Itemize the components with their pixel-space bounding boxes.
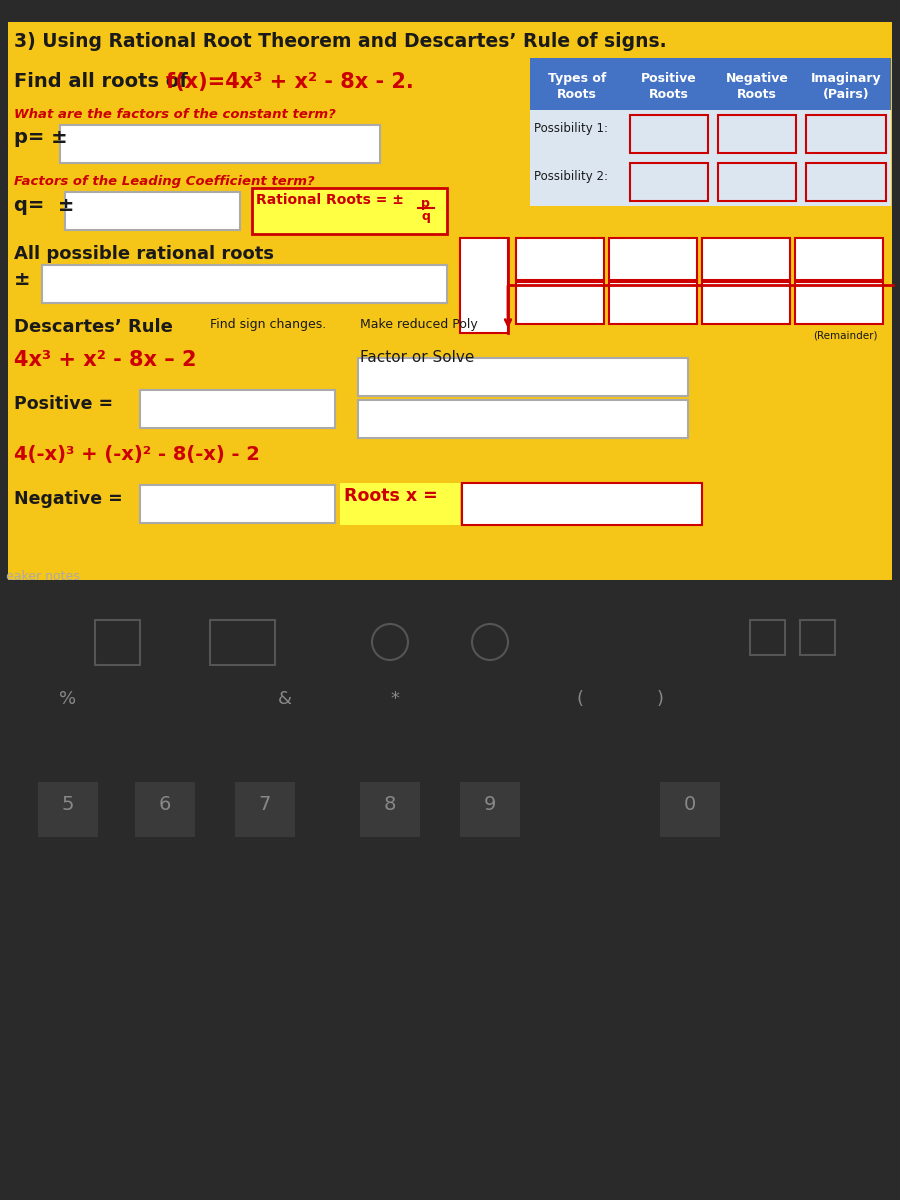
Text: 6: 6 bbox=[158, 794, 171, 814]
Bar bbox=[140, 485, 335, 523]
Text: ±: ± bbox=[14, 270, 31, 289]
Text: Positive: Positive bbox=[641, 72, 697, 85]
Bar bbox=[801, 58, 891, 110]
Text: (Remainder): (Remainder) bbox=[814, 330, 878, 340]
Bar bbox=[795, 238, 883, 280]
Text: f(x)=4x³ + x² - 8x - 2.: f(x)=4x³ + x² - 8x - 2. bbox=[166, 72, 414, 92]
Bar bbox=[660, 782, 720, 838]
Bar bbox=[713, 58, 801, 110]
Bar bbox=[630, 163, 708, 200]
Text: eaker notes: eaker notes bbox=[6, 570, 80, 583]
Text: %: % bbox=[59, 690, 76, 708]
Bar bbox=[210, 620, 275, 665]
Bar bbox=[795, 282, 883, 324]
Bar bbox=[340, 482, 460, 526]
Bar bbox=[625, 110, 713, 158]
Text: Factor or Solve: Factor or Solve bbox=[360, 350, 474, 365]
Bar bbox=[42, 265, 447, 302]
Text: q=  ±: q= ± bbox=[14, 196, 75, 215]
Text: Roots x =: Roots x = bbox=[344, 487, 437, 505]
Bar bbox=[713, 110, 801, 158]
Text: Possibility 1:: Possibility 1: bbox=[534, 122, 608, 134]
Bar bbox=[140, 390, 335, 428]
Bar bbox=[800, 620, 835, 655]
Bar bbox=[718, 115, 796, 152]
Bar bbox=[702, 282, 790, 324]
Bar bbox=[0, 590, 900, 1200]
Text: 0: 0 bbox=[684, 794, 696, 814]
Bar bbox=[95, 620, 140, 665]
Bar bbox=[806, 115, 886, 152]
Text: What are the factors of the constant term?: What are the factors of the constant ter… bbox=[14, 108, 336, 121]
Text: 5: 5 bbox=[62, 794, 74, 814]
Text: 4x³ + x² - 8x – 2: 4x³ + x² - 8x – 2 bbox=[14, 350, 196, 370]
Text: Negative =: Negative = bbox=[14, 490, 122, 508]
Bar bbox=[530, 110, 625, 158]
Text: (Pairs): (Pairs) bbox=[823, 88, 869, 101]
Bar bbox=[460, 238, 508, 332]
Text: Positive =: Positive = bbox=[14, 395, 113, 413]
Bar bbox=[38, 782, 98, 838]
Text: Rational Roots = ±: Rational Roots = ± bbox=[256, 193, 404, 206]
Text: (: ( bbox=[577, 690, 583, 708]
Text: Find sign changes.: Find sign changes. bbox=[210, 318, 326, 331]
Text: 4(-x)³ + (-x)² - 8(-x) - 2: 4(-x)³ + (-x)² - 8(-x) - 2 bbox=[14, 445, 260, 464]
Bar bbox=[801, 110, 891, 158]
Bar bbox=[8, 22, 892, 580]
Text: &: & bbox=[278, 690, 292, 708]
Text: Roots: Roots bbox=[649, 88, 688, 101]
Text: Make reduced Poly: Make reduced Poly bbox=[360, 318, 478, 331]
Bar bbox=[60, 125, 380, 163]
Bar bbox=[609, 238, 697, 280]
Text: Factors of the Leading Coefficient term?: Factors of the Leading Coefficient term? bbox=[14, 175, 315, 188]
Bar bbox=[360, 782, 420, 838]
Bar bbox=[358, 358, 688, 396]
Text: Descartes’ Rule: Descartes’ Rule bbox=[14, 318, 173, 336]
Bar bbox=[252, 188, 447, 234]
Text: Imaginary: Imaginary bbox=[811, 72, 881, 85]
Bar bbox=[530, 58, 625, 110]
Bar bbox=[630, 115, 708, 152]
Bar bbox=[516, 282, 604, 324]
Bar bbox=[713, 158, 801, 206]
Text: Find all roots of: Find all roots of bbox=[14, 72, 194, 91]
Bar bbox=[801, 158, 891, 206]
Bar bbox=[750, 620, 785, 655]
Text: Negative: Negative bbox=[725, 72, 788, 85]
Text: q: q bbox=[421, 210, 430, 223]
Bar bbox=[516, 238, 604, 280]
Bar bbox=[806, 163, 886, 200]
Bar bbox=[462, 482, 702, 526]
Bar bbox=[135, 782, 195, 838]
Text: All possible rational roots: All possible rational roots bbox=[14, 245, 274, 263]
Text: 7: 7 bbox=[259, 794, 271, 814]
Bar bbox=[530, 158, 625, 206]
Bar bbox=[702, 238, 790, 280]
Text: Roots: Roots bbox=[557, 88, 597, 101]
Bar bbox=[625, 158, 713, 206]
Bar bbox=[235, 782, 295, 838]
Text: p: p bbox=[420, 197, 429, 210]
Text: 9: 9 bbox=[484, 794, 496, 814]
Text: Roots: Roots bbox=[737, 88, 777, 101]
Bar bbox=[358, 400, 688, 438]
Bar bbox=[718, 163, 796, 200]
Bar bbox=[460, 782, 520, 838]
Text: ): ) bbox=[656, 690, 663, 708]
Bar bbox=[65, 192, 240, 230]
Text: p= ±: p= ± bbox=[14, 128, 68, 146]
Text: 8: 8 bbox=[383, 794, 396, 814]
Text: Possibility 2:: Possibility 2: bbox=[534, 170, 608, 182]
Bar bbox=[625, 58, 713, 110]
Text: Types of: Types of bbox=[548, 72, 607, 85]
Text: *: * bbox=[391, 690, 400, 708]
Bar bbox=[609, 282, 697, 324]
Text: 3) Using Rational Root Theorem and Descartes’ Rule of signs.: 3) Using Rational Root Theorem and Desca… bbox=[14, 32, 667, 50]
